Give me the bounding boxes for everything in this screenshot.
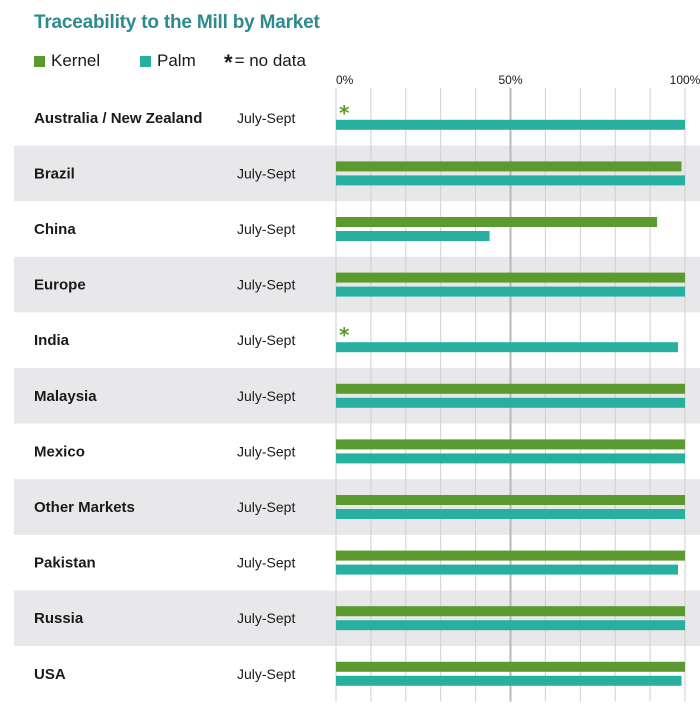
palm-swatch-icon xyxy=(140,55,151,67)
period-label: July-Sept xyxy=(237,666,295,682)
palm-bar xyxy=(336,342,679,353)
kernel-swatch-icon xyxy=(34,55,45,67)
kernel-bar xyxy=(336,217,658,227)
period-label: July-Sept xyxy=(237,499,295,515)
chart-title: Traceability to the Mill by Market xyxy=(34,12,320,33)
row-band xyxy=(14,590,700,646)
legend-no-data-label: = no data xyxy=(234,51,306,70)
category-label: USA xyxy=(34,666,66,683)
category-label: India xyxy=(34,332,70,349)
legend-kernel-label: Kernel xyxy=(51,51,101,70)
palm-bar xyxy=(336,119,685,130)
palm-bar xyxy=(336,509,685,519)
palm-bar xyxy=(336,564,679,575)
palm-bar xyxy=(336,620,685,631)
period-label: July-Sept xyxy=(237,332,295,348)
x-tick-label: 50% xyxy=(498,73,522,87)
legend-palm-label: Palm xyxy=(157,51,196,70)
category-label: Malaysia xyxy=(34,388,97,405)
palm-bar xyxy=(336,286,685,297)
kernel-bar xyxy=(336,272,685,283)
palm-bar xyxy=(336,453,685,464)
kernel-bar xyxy=(336,550,685,561)
no-data-marker: * xyxy=(339,101,350,125)
row-band xyxy=(14,145,700,202)
row-band xyxy=(14,479,700,535)
palm-bar xyxy=(336,175,685,186)
period-label: July-Sept xyxy=(237,165,295,181)
kernel-bar xyxy=(336,161,682,172)
period-label: July-Sept xyxy=(237,221,295,237)
period-label: July-Sept xyxy=(237,277,295,293)
x-tick-label: 100% xyxy=(670,73,700,87)
period-label: July-Sept xyxy=(237,555,295,571)
category-label: China xyxy=(34,221,76,238)
legend-kernel: Kernel xyxy=(34,51,100,71)
row-band xyxy=(14,256,700,313)
kernel-bar xyxy=(336,383,685,394)
category-label: Other Markets xyxy=(34,499,135,516)
category-label: Australia / New Zealand xyxy=(34,110,202,127)
x-tick-label: 0% xyxy=(336,73,354,87)
palm-bar xyxy=(336,675,682,686)
period-label: July-Sept xyxy=(237,388,295,404)
category-label: Mexico xyxy=(34,443,85,460)
category-label: Brazil xyxy=(34,165,75,182)
palm-bar xyxy=(336,231,490,241)
period-label: July-Sept xyxy=(237,610,295,626)
period-label: July-Sept xyxy=(237,443,295,459)
kernel-bar xyxy=(336,606,685,617)
kernel-bar xyxy=(336,495,685,505)
legend-no-data: * = no data xyxy=(224,50,306,75)
kernel-bar xyxy=(336,439,685,450)
category-label: Pakistan xyxy=(34,555,96,572)
asterisk-icon: * xyxy=(224,50,233,75)
no-data-marker: * xyxy=(339,323,350,347)
legend-palm: Palm xyxy=(140,51,196,71)
row-band xyxy=(14,368,700,424)
category-label: Europe xyxy=(34,277,86,294)
kernel-bar xyxy=(336,661,685,672)
period-label: July-Sept xyxy=(237,110,295,126)
palm-bar xyxy=(336,397,685,408)
category-label: Russia xyxy=(34,610,84,627)
